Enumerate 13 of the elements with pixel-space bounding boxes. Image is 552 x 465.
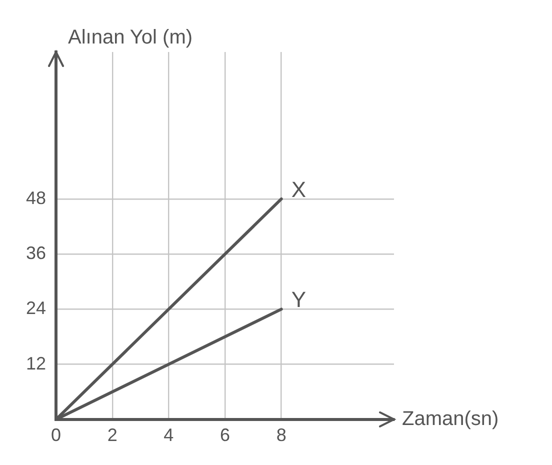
x-tick-label: 8 [276,425,286,446]
y-tick-label: 24 [26,298,46,318]
x-tick-label: 2 [107,425,118,446]
x-tick-label: 0 [51,425,62,446]
y-tick-label: 12 [26,353,46,374]
y-tick-label: 48 [26,188,46,208]
x-tick-label: 6 [220,425,230,446]
series-label: Y [291,287,306,312]
y-tick-label: 36 [26,243,46,264]
y-axis-title: Alınan Yol (m) [68,26,193,49]
x-axis-title: Zaman(sn) [402,408,499,430]
x-tick-label: 4 [164,425,174,446]
series-label: X [291,177,306,202]
